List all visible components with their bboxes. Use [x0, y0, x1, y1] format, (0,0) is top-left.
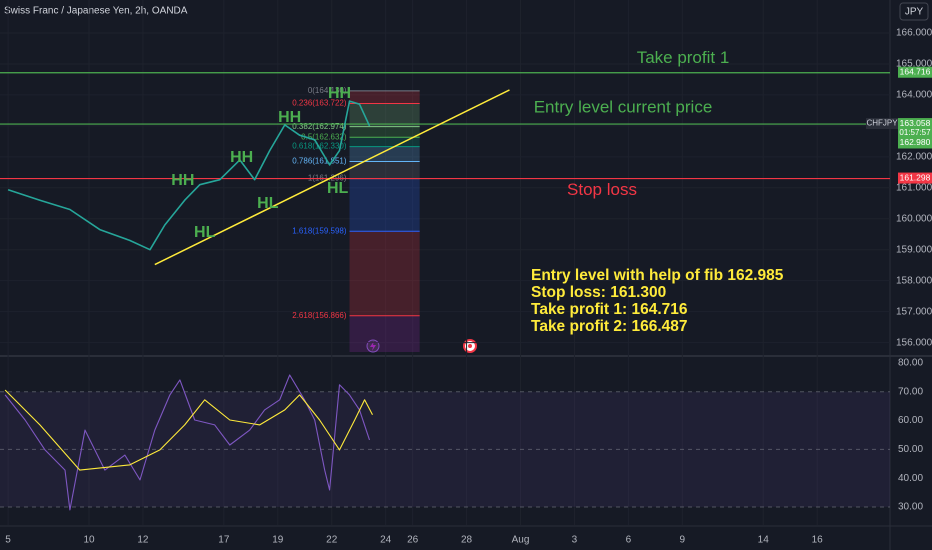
y-tick-label: 159.000: [896, 244, 932, 255]
target-dot: [468, 344, 472, 348]
fib-zone: [349, 178, 420, 232]
price-tag: [898, 137, 932, 149]
level-label: Take profit 1: [637, 48, 730, 67]
x-tick-label: 14: [758, 535, 770, 546]
swing-label: HL: [194, 224, 216, 241]
trendline: [154, 89, 510, 266]
price-tag-label: 161.298: [900, 172, 931, 182]
y-tick-label: 166.000: [896, 28, 932, 39]
y-tick-label: 162.000: [896, 151, 932, 162]
x-tick-label: 28: [461, 535, 473, 546]
note-line: Take profit 2: 166.487: [531, 318, 688, 335]
chart-title: Swiss Franc / Japanese Yen, 2h, OANDA: [4, 6, 188, 17]
fib-label: 1.618(159.598): [292, 226, 347, 235]
price-tag-label: 162.980: [900, 137, 931, 147]
symbol-label: CHFJPY: [866, 119, 898, 128]
fib-zone: [349, 315, 420, 352]
fib-label: 0.236(163.722): [292, 99, 347, 108]
note-line: Stop loss: 161.300: [531, 284, 666, 301]
y-tick-label: 40.00: [898, 473, 923, 484]
y-tick-label: 164.000: [896, 90, 932, 101]
swing-label: HH: [328, 85, 351, 102]
x-tick-label: 5: [5, 535, 11, 546]
x-tick-label: 22: [326, 535, 338, 546]
swing-label: HL: [327, 180, 349, 197]
x-tick-label: 26: [407, 535, 419, 546]
y-tick-label: 161.000: [896, 182, 932, 193]
series-line: [7, 100, 371, 251]
fib-label: 0.382(162.974): [292, 122, 347, 131]
swing-label: HH: [171, 172, 194, 189]
x-tick-label: 12: [137, 535, 149, 546]
note-line: Take profit 1: 164.716: [531, 301, 688, 318]
fib-label: 0.5(162.632): [301, 132, 347, 141]
currency-button[interactable]: [899, 2, 929, 21]
fib-label: 0.618(162.330): [292, 142, 347, 151]
x-tick-label: 6: [626, 535, 632, 546]
y-tick-label: 60.00: [898, 415, 923, 426]
price-tag-label: 164.716: [900, 66, 931, 76]
lightning-glyph: [370, 341, 376, 351]
level-label: Entry level current price: [534, 98, 713, 117]
fib-label: 0(164.130): [308, 86, 347, 95]
countdown: 01:57:57: [899, 128, 931, 137]
series-line: [4, 389, 373, 471]
symbol-tag: [866, 118, 898, 130]
fib-zone: [349, 90, 420, 104]
swing-label: HH: [278, 109, 301, 126]
price-tag: [898, 66, 932, 78]
fib-zone: [349, 137, 420, 147]
currency-label[interactable]: JPY: [905, 7, 924, 18]
swing-label: HH: [230, 149, 253, 166]
x-tick-label: 19: [272, 535, 284, 546]
y-tick-label: 30.00: [898, 502, 923, 513]
price-tag-label: 163.058: [900, 118, 931, 128]
level-label: Stop loss: [567, 180, 637, 199]
rsi-band: [0, 391, 890, 507]
y-tick-label: 156.000: [896, 337, 932, 348]
price-tag: [898, 118, 932, 139]
y-tick-label: 165.000: [896, 59, 932, 70]
y-tick-label: 158.000: [896, 275, 932, 286]
fib-zone: [349, 231, 420, 316]
fib-zone: [349, 161, 420, 179]
x-tick-label: 3: [572, 535, 578, 546]
fib-label: 2.618(156.866): [292, 311, 347, 320]
swing-label: HL: [257, 195, 279, 212]
x-tick-label: 16: [812, 535, 824, 546]
fib-zone: [349, 146, 420, 162]
x-tick-label: 10: [83, 535, 95, 546]
y-tick-label: 80.00: [898, 358, 923, 369]
y-tick-label: 50.00: [898, 444, 923, 455]
y-tick-label: 70.00: [898, 386, 923, 397]
x-tick-label: Aug: [512, 535, 530, 546]
x-tick-label: 17: [218, 535, 230, 546]
note-line: Entry level with help of fib 162.985: [531, 267, 784, 284]
x-tick-label: 24: [380, 535, 392, 546]
y-tick-label: 160.000: [896, 213, 932, 224]
fib-label: 0.786(161.851): [292, 157, 347, 166]
x-tick-label: 9: [680, 535, 686, 546]
price-tag: [898, 172, 932, 184]
series-line: [4, 374, 371, 511]
fib-zone: [349, 126, 420, 138]
y-tick-label: 157.000: [896, 306, 932, 317]
